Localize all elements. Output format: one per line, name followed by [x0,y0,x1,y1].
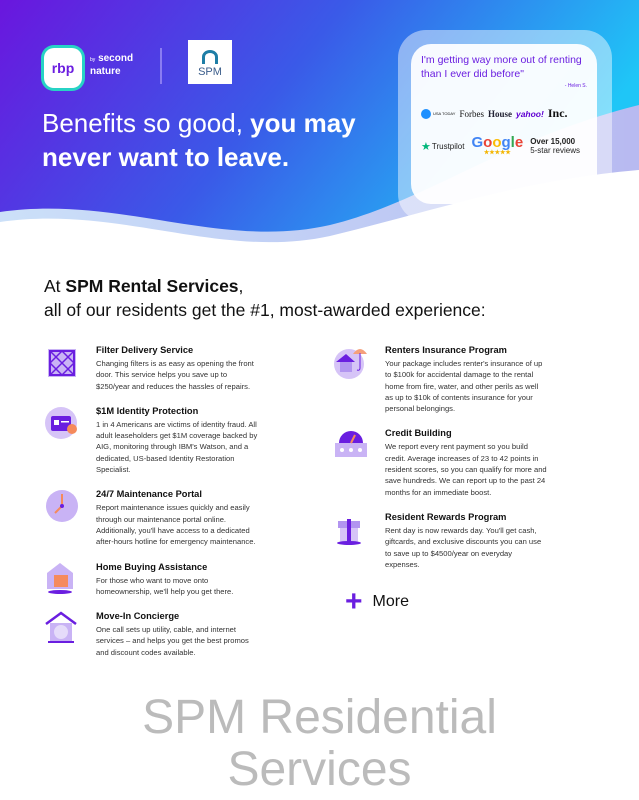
benefit-identity-protection: $1M Identity Protection 1 in 4 Americans … [44,405,258,475]
clock-icon [46,490,78,523]
headline-bold: you may never want to leave. [42,108,356,172]
second-nature-logo: by second nature [90,53,150,77]
benefits-left-column: Filter Delivery Service Changing filters … [44,344,258,658]
benefit-text: One call sets up utility, cable, and int… [96,625,249,657]
house-utilities-icon [45,611,77,644]
filter-icon [48,349,76,377]
id-card-icon [45,406,77,439]
benefit-title: Renters Insurance Program [385,345,507,355]
watermark-line-2: Services [227,743,412,796]
section-heading: At SPM Rental Services, all of our reside… [44,276,486,320]
benefit-text: Report maintenance issues quickly and ea… [96,503,256,547]
reviews-row: ★ Trustpilot Google ★★★★★ Over 15,000 5-sta… [421,135,587,157]
this-old-house-logo: House [487,108,512,119]
spm-logo: SPM [188,40,232,84]
plus-icon: + [345,585,363,619]
headline: Benefits so good, you may never want to … [42,106,392,174]
google-logo: Google ★★★★★ [471,134,524,156]
benefit-filter-delivery: Filter Delivery Service Changing filters … [44,344,258,392]
gift-icon [337,518,361,545]
by-label: by [90,57,96,63]
benefit-text: For those who want to move onto homeowne… [96,575,234,596]
inc-logo: Inc. [547,106,568,120]
home-calendar-icon [47,562,73,594]
benefit-home-buying: Home Buying Assistance For those who want… [44,561,258,598]
benefit-title: Filter Delivery Service [96,345,194,355]
benefit-title: Credit Building [385,428,452,439]
testimonial-author: - Helen S. [564,83,587,89]
benefit-text: We report every rent payment so you buil… [385,442,547,497]
benefit-title: $1M Identity Protection [96,405,199,416]
press-logos: USA TODAY Forbes House yahoo! Inc. [421,106,587,121]
testimonial-quote: I'm getting way more out of renting than… [421,54,582,80]
brand-name: second nature [90,53,134,77]
benefit-title: Resident Rewards Program [385,511,507,522]
forbes-logo: Forbes [459,108,484,119]
company-name: SPM Rental Services [65,276,239,296]
benefit-title: Home Buying Assistance [96,561,208,572]
headline-light: Benefits so good, [42,108,251,138]
google-stars: ★★★★★ [483,150,511,156]
watermark: SPM Residential Services [0,692,639,796]
rbp-logo: rbp [44,48,82,88]
benefit-maintenance-portal: 24/7 Maintenance Portal Report maintenanc… [44,488,258,547]
testimonial-card: I'm getting way more out of renting than… [411,44,597,204]
logo-divider [160,48,162,84]
benefit-text: Your package includes renter's insurance… [385,359,543,414]
benefit-title: Move-In Concierge [96,611,180,622]
benefit-credit-building: Credit Building We report every rent paym… [333,427,547,497]
credit-gauge-icon [335,431,367,458]
more-label: More [372,593,409,611]
umbrella-house-icon [334,349,367,379]
benefit-resident-rewards: Resident Rewards Program Rent day is now … [333,511,547,570]
hero-banner: rbp by second nature SPM Benefits so goo… [0,0,639,245]
usa-today-logo: USA TODAY [421,108,455,119]
benefits-right-column: Renters Insurance Program Your package in… [333,344,547,619]
benefit-renters-insurance: Renters Insurance Program Your package in… [333,344,547,414]
watermark-line-1: SPM Residential [142,691,497,744]
benefit-text: 1 in 4 Americans are victims of identity… [96,419,258,475]
spm-logo-text: SPM [198,66,222,78]
benefit-move-in-concierge: Move-In Concierge One call sets up utilit… [44,610,258,658]
benefit-title: 24/7 Maintenance Portal [96,489,202,500]
trustpilot-logo: ★ Trustpilot [421,140,465,153]
benefit-text: Changing filters is as easy as opening t… [96,359,254,391]
star-icon: ★ [421,140,431,153]
more-link[interactable]: + More [333,585,547,619]
reviews-count: Over 15,000 5-star reviews [530,137,580,155]
yahoo-logo: yahoo! [515,108,544,119]
benefit-text: Rent day is now rewards day. You'll get … [385,525,542,569]
spm-roof-icon [202,50,218,64]
